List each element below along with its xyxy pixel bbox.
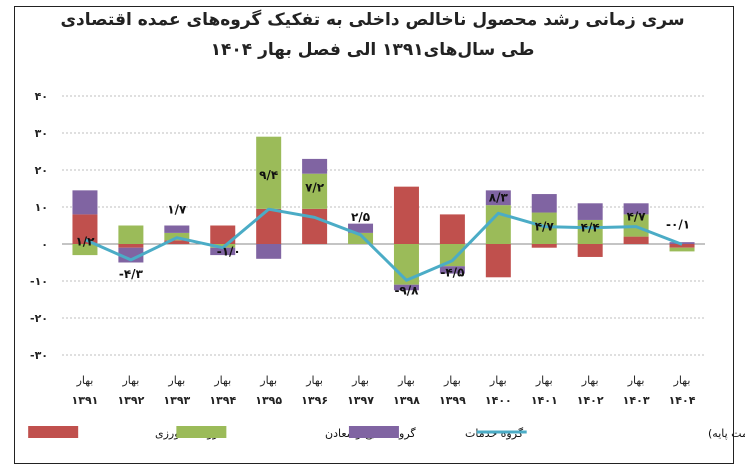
bar-agriculture xyxy=(210,225,236,244)
bar-agriculture xyxy=(302,208,328,244)
bar-agriculture xyxy=(164,240,190,244)
y-tick-label: -۲۰ xyxy=(30,312,48,325)
x-tick-year: ۱۴۰۲ xyxy=(577,394,604,407)
x-tick-year: ۱۳۹۲ xyxy=(117,394,144,407)
gdp-data-label: -۰/۱ xyxy=(666,217,690,231)
x-tick-year: ۱۳۹۶ xyxy=(301,394,328,407)
x-tick-season: بهار xyxy=(443,374,461,387)
x-tick-year: ۱۳۹۳ xyxy=(163,394,190,407)
gdp-data-label: ۱/۲ xyxy=(75,235,95,249)
bar-services xyxy=(302,158,328,174)
gdp-data-label: ۴/۴ xyxy=(581,221,600,235)
x-tick-year: ۱۴۰۱ xyxy=(531,394,558,407)
x-tick-season: بهار xyxy=(167,374,185,387)
x-tick-season: بهار xyxy=(673,374,691,387)
bar-agriculture xyxy=(439,214,465,244)
x-tick-season: بهار xyxy=(397,374,415,387)
x-tick-year: ۱۳۹۷ xyxy=(347,394,374,407)
x-tick-year: ۱۳۹۴ xyxy=(209,394,236,407)
y-tick-label: ۳۰ xyxy=(35,127,48,140)
bar-services xyxy=(348,223,374,233)
chart-title-line2: طی سال‌های۱۳۹۱ الی فصل بهار ۱۴۰۴ xyxy=(210,40,535,60)
bar-industry xyxy=(118,225,144,244)
gdp-line xyxy=(84,207,683,282)
gdp-data-label: -۹/۸ xyxy=(394,283,419,297)
bar-agriculture xyxy=(393,186,419,244)
x-tick-season: بهار xyxy=(627,374,645,387)
gdp-data-label: ۷/۲ xyxy=(305,180,325,194)
bar-industry xyxy=(577,219,603,244)
bar-services xyxy=(164,225,190,233)
bar-industry xyxy=(348,232,374,244)
gdp-data-label: -۴/۳ xyxy=(119,267,144,281)
bar-agriculture xyxy=(118,244,144,248)
y-tick-label: ۴۰ xyxy=(35,90,48,103)
legend-swatch-industry xyxy=(176,426,227,438)
x-tick-year: ۱۳۹۸ xyxy=(393,394,420,407)
y-tick-label: ۲۰ xyxy=(35,164,48,177)
gdp-data-label: -۴/۵ xyxy=(440,266,464,280)
bar-services xyxy=(393,284,419,291)
bar-services xyxy=(531,194,557,213)
gdp-data-label: ۸/۳ xyxy=(489,190,509,204)
x-tick-year: ۱۳۹۹ xyxy=(439,394,466,407)
x-tick-year: ۱۴۰۳ xyxy=(623,394,650,407)
bar-industry xyxy=(439,244,465,267)
gdp-data-label: ۴/۷ xyxy=(627,210,647,224)
y-tick-label: -۳۰ xyxy=(30,349,48,362)
y-tick-label: ۰ xyxy=(41,238,48,251)
y-tick-label: ۱۰ xyxy=(35,201,48,214)
x-tick-year: ۱۴۰۰ xyxy=(485,394,512,407)
bar-services xyxy=(256,244,282,259)
bar-agriculture xyxy=(577,244,603,257)
bar-services xyxy=(577,203,603,220)
bar-agriculture xyxy=(72,214,98,244)
bar-services xyxy=(439,266,465,274)
chart-frame xyxy=(14,6,734,464)
x-tick-season: بهار xyxy=(121,374,139,387)
bar-agriculture xyxy=(623,236,649,244)
y-tick-label: -۱۰ xyxy=(30,275,48,288)
x-tick-season: بهار xyxy=(535,374,553,387)
x-tick-year: ۱۳۹۱ xyxy=(72,394,99,407)
bar-industry xyxy=(485,205,511,244)
gdp-data-label: ۲/۵ xyxy=(351,210,370,224)
bar-services xyxy=(72,190,98,215)
bar-agriculture xyxy=(531,244,557,248)
bar-services xyxy=(623,203,649,215)
x-tick-year: ۱۳۹۵ xyxy=(255,394,282,407)
x-tick-season: بهار xyxy=(213,374,231,387)
bar-industry xyxy=(669,247,695,252)
bar-industry xyxy=(256,136,282,209)
bar-services xyxy=(118,247,144,263)
x-tick-year: ۱۴۰۴ xyxy=(669,394,696,407)
x-tick-season: بهار xyxy=(489,374,507,387)
bar-services xyxy=(485,190,511,206)
x-tick-season: بهار xyxy=(76,374,94,387)
bar-agriculture xyxy=(256,208,282,244)
x-tick-season: بهار xyxy=(581,374,599,387)
gdp-data-label: ۱/۷ xyxy=(167,203,187,217)
bar-services xyxy=(210,247,236,256)
bar-industry xyxy=(72,244,98,256)
bar-agriculture xyxy=(485,244,511,278)
x-tick-season: بهار xyxy=(259,374,277,387)
legend-swatch-agriculture xyxy=(28,426,79,438)
bar-industry xyxy=(302,173,328,209)
x-tick-season: بهار xyxy=(351,374,369,387)
bar-agriculture xyxy=(669,244,695,248)
gdp-data-label: -۱/۰ xyxy=(217,245,241,259)
legend-label: محصول ناخالص داخلی (به قیمت پایه) xyxy=(708,427,745,440)
legend-swatch-services xyxy=(348,426,399,438)
gdp-data-label: ۴/۷ xyxy=(535,220,555,234)
x-tick-season: بهار xyxy=(305,374,323,387)
chart-title-line1: سری زمانی رشد محصول ناخالص داخلی به تفکی… xyxy=(60,10,685,30)
gdp-data-label: ۹/۴ xyxy=(259,168,278,182)
